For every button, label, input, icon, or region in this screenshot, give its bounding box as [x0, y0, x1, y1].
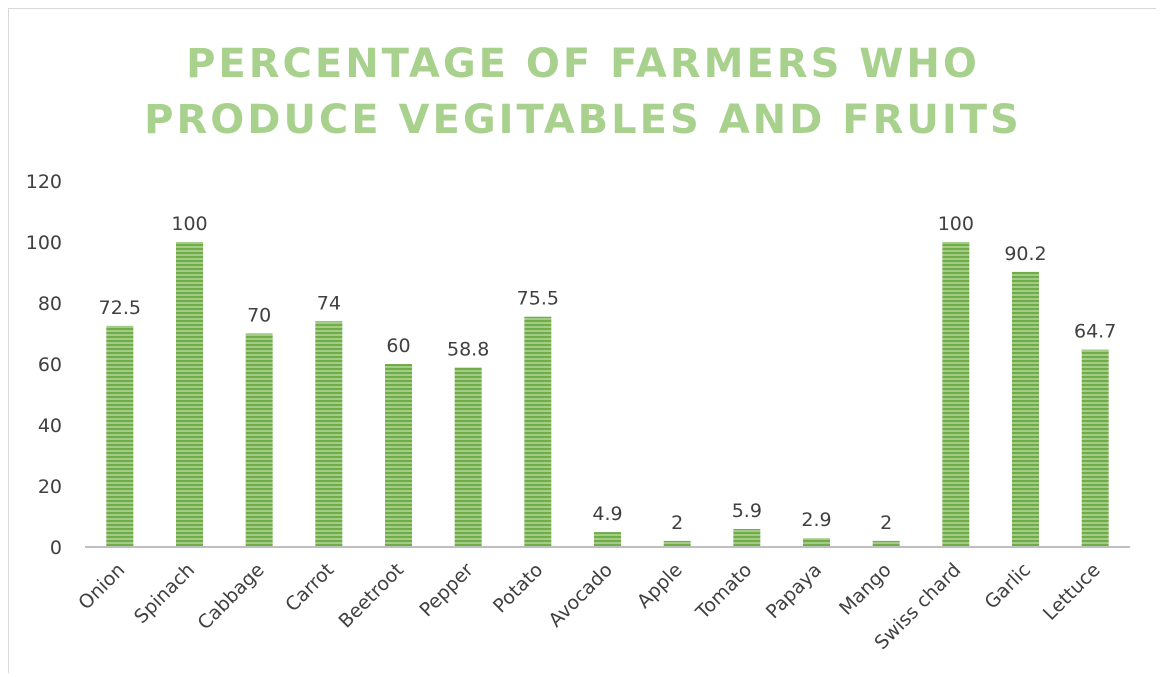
bar [1081, 349, 1109, 547]
data-label: 74 [317, 292, 341, 314]
y-tick-label: 80 [38, 293, 62, 315]
data-label: 72.5 [99, 297, 141, 319]
data-label: 64.7 [1074, 321, 1116, 343]
data-label: 90.2 [1004, 243, 1046, 265]
y-tick-label: 100 [26, 232, 62, 254]
x-category-label: Potato [489, 559, 547, 617]
data-label: 60 [386, 335, 410, 357]
bar [106, 325, 134, 547]
x-category-label: Mango [835, 559, 896, 620]
y-tick-label: 60 [38, 354, 62, 376]
x-category-label: Pepper [415, 559, 477, 621]
x-category-label: Avocado [545, 559, 618, 632]
bar [733, 529, 761, 547]
chart-frame [8, 8, 1156, 673]
x-category-label: Cabbage [193, 559, 268, 634]
bar [663, 540, 691, 547]
data-label: 100 [938, 213, 974, 235]
data-label: 58.8 [447, 339, 489, 361]
chart-title: PERCENTAGE OF FARMERS WHO PRODUCE VEGITA… [0, 36, 1160, 148]
y-tick-label: 120 [26, 171, 62, 193]
data-label: 4.9 [592, 503, 622, 525]
x-category-label: Carrot [281, 559, 338, 616]
data-label: 75.5 [517, 288, 559, 310]
bar [385, 364, 412, 547]
bar [176, 242, 203, 547]
bar [594, 532, 621, 547]
data-label: 2 [880, 512, 892, 534]
chart-title-line-2: PRODUCE VEGITABLES AND FRUITS [144, 97, 1022, 143]
y-tick-label: 20 [38, 476, 62, 498]
y-tick-label: 40 [38, 415, 62, 437]
data-label: 2 [671, 512, 683, 534]
x-category-label: Spinach [130, 559, 199, 628]
bar [942, 242, 970, 547]
x-category-label: Papaya [762, 559, 826, 623]
x-category-label: Beetroot [335, 559, 409, 633]
x-category-label: Onion [74, 559, 129, 614]
x-category-label: Apple [633, 559, 687, 613]
data-label: 100 [171, 213, 207, 235]
y-tick-label: 0 [50, 537, 62, 559]
bar [245, 333, 273, 547]
bar [1012, 271, 1039, 547]
bar [524, 316, 552, 547]
bar [803, 538, 830, 547]
x-category-label: Lettuce [1039, 559, 1105, 625]
x-category-label: Tomato [691, 559, 756, 624]
data-label: 2.9 [801, 509, 831, 531]
data-label: 70 [247, 305, 271, 327]
data-label: 5.9 [732, 500, 762, 522]
bar [872, 540, 900, 547]
bar [454, 367, 482, 547]
bar [315, 321, 343, 547]
x-category-label: Garlic [980, 559, 1035, 614]
chart-title-line-1: PERCENTAGE OF FARMERS WHO [186, 41, 980, 87]
